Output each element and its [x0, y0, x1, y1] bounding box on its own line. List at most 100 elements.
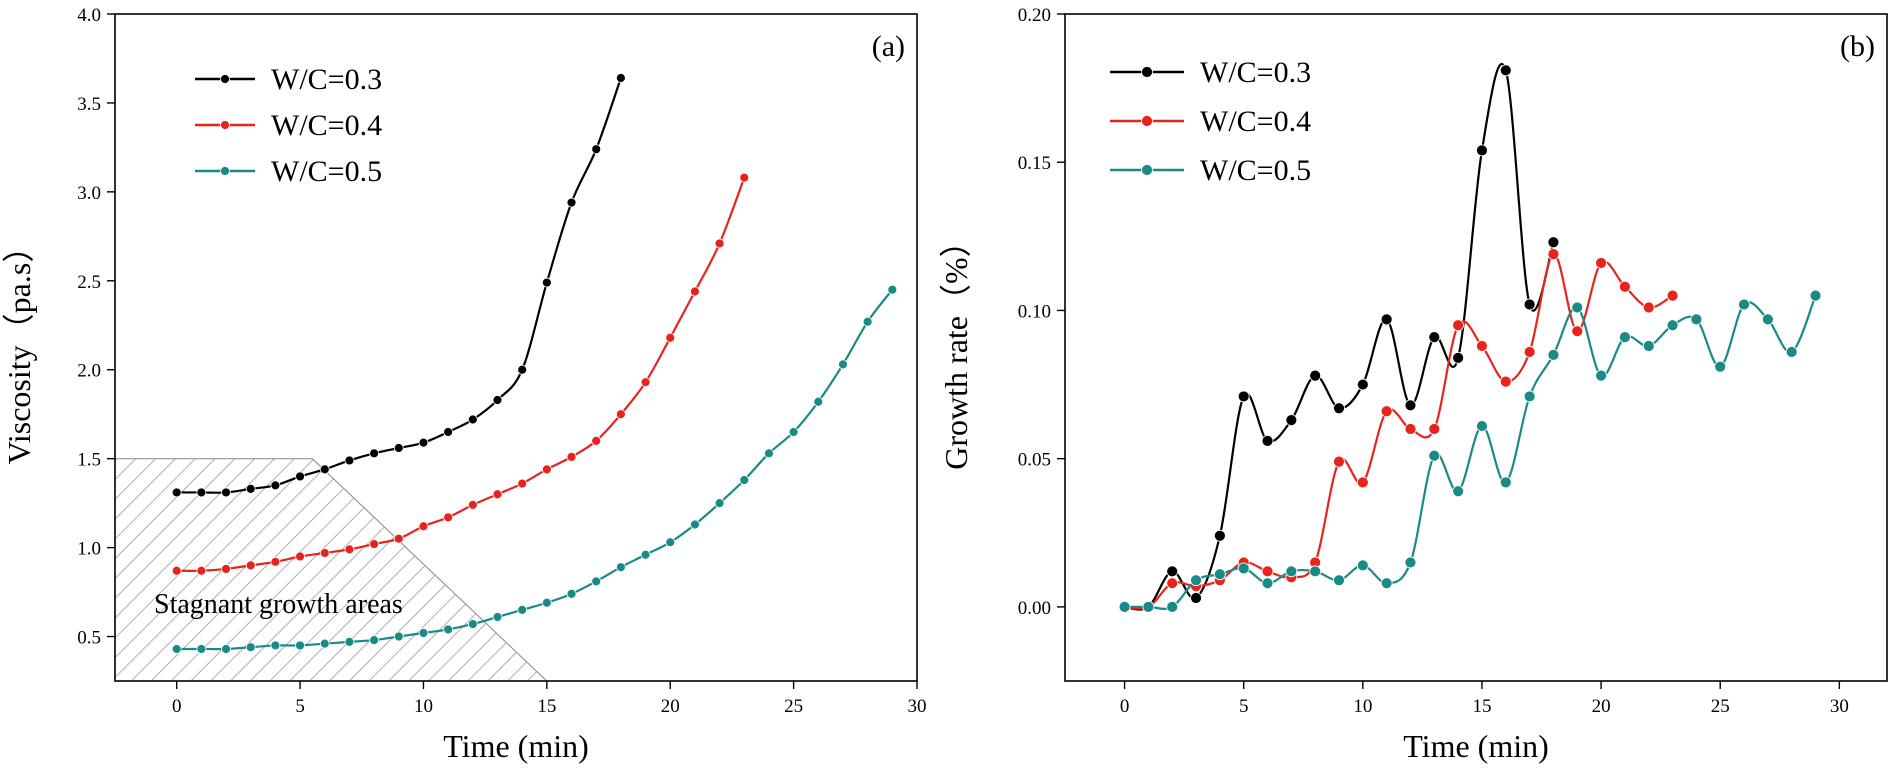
data-point — [714, 238, 725, 249]
data-point — [813, 396, 824, 407]
x-tick-label: 5 — [1239, 696, 1249, 717]
data-point — [566, 451, 577, 462]
data-point — [665, 332, 676, 343]
data-point — [245, 560, 256, 571]
data-point — [566, 197, 577, 208]
plot-frame — [1064, 13, 1888, 682]
data-point — [1476, 144, 1488, 157]
data-point — [245, 484, 256, 494]
data-point — [393, 533, 404, 544]
data-point — [443, 624, 454, 635]
data-point — [270, 556, 281, 567]
data-point — [319, 548, 330, 558]
data-point — [1452, 485, 1465, 498]
series-w-c-0-4 — [1118, 248, 1679, 613]
data-point — [1666, 319, 1679, 332]
data-point — [1476, 340, 1488, 352]
y-tick-label: 3.0 — [77, 183, 101, 204]
data-point — [443, 427, 454, 437]
legend-label: W/C=0.5 — [271, 155, 382, 188]
y-tick-label: 0.5 — [77, 628, 101, 649]
data-point — [665, 537, 676, 548]
y-tick-label: 0.05 — [1018, 450, 1051, 471]
x-tick-label: 20 — [1592, 696, 1611, 717]
x-tick-label: 0 — [1120, 696, 1130, 717]
data-point — [467, 414, 478, 425]
y-axis-label: Viscosity（pa.s） — [1, 231, 37, 465]
data-point — [541, 597, 552, 608]
data-point — [467, 619, 478, 629]
data-point — [171, 565, 182, 576]
data-point — [492, 395, 503, 405]
data-point — [1404, 556, 1417, 569]
data-point — [1571, 301, 1584, 314]
data-point — [1166, 577, 1179, 590]
y-tick-label: 1.0 — [77, 539, 101, 560]
series-w-c-0-4 — [171, 172, 750, 576]
legend-label: W/C=0.3 — [1200, 56, 1311, 89]
x-tick-label: 0 — [172, 696, 182, 717]
data-point — [1690, 313, 1703, 326]
data-point — [591, 144, 602, 155]
data-point — [1380, 405, 1393, 418]
x-tick-label: 25 — [784, 696, 803, 717]
data-point — [196, 487, 207, 498]
legend-label: W/C=0.4 — [1200, 105, 1311, 138]
data-point — [1333, 402, 1345, 415]
data-point — [270, 480, 281, 491]
data-point — [1571, 325, 1584, 338]
x-axis-label: Time (min) — [1403, 728, 1549, 764]
legend: W/C=0.3 W/C=0.4 W/C=0.5 — [1110, 56, 1311, 187]
data-point — [1261, 565, 1274, 578]
data-point — [541, 464, 552, 475]
data-point — [467, 500, 478, 510]
data-point — [344, 544, 355, 555]
x-tick-label: 25 — [1711, 696, 1730, 717]
plot-frame — [114, 13, 918, 682]
data-point — [245, 642, 256, 653]
data-point — [887, 284, 898, 295]
series-w-c-0-5 — [171, 284, 898, 654]
data-point — [1166, 600, 1179, 613]
data-point — [1595, 257, 1607, 269]
data-point — [1714, 360, 1727, 373]
data-point — [1285, 565, 1298, 578]
data-point — [1309, 369, 1322, 382]
y-tick-label: 0.20 — [1018, 5, 1051, 26]
legend-marker — [220, 120, 230, 130]
data-point — [443, 512, 454, 523]
legend-marker — [1141, 66, 1153, 78]
data-point — [270, 640, 281, 651]
data-point — [615, 73, 626, 83]
data-point — [1356, 559, 1369, 572]
data-point — [1499, 64, 1512, 77]
data-point — [221, 644, 231, 654]
data-point — [615, 562, 626, 573]
legend-label: W/C=0.3 — [271, 63, 382, 96]
y-tick-label: 4.0 — [77, 5, 101, 26]
data-point — [1642, 340, 1655, 352]
data-point — [196, 644, 207, 654]
data-point — [517, 604, 528, 615]
data-point — [517, 364, 528, 375]
series-line — [1124, 253, 1674, 610]
x-axis-label: Time (min) — [443, 728, 589, 764]
data-point — [196, 565, 207, 576]
data-point — [1190, 592, 1202, 604]
data-point — [1213, 529, 1226, 542]
data-point — [1404, 423, 1417, 435]
data-point — [1166, 565, 1179, 578]
data-point — [1333, 574, 1345, 587]
x-tick-label: 30 — [1830, 696, 1849, 717]
data-point — [1619, 331, 1631, 344]
legend-marker — [1141, 164, 1153, 176]
data-point — [1428, 331, 1441, 344]
data-point — [690, 286, 700, 297]
data-point — [1237, 562, 1250, 575]
data-point — [1809, 289, 1822, 302]
data-point — [393, 443, 404, 453]
data-point — [393, 631, 404, 642]
series-w-c-0-3 — [1118, 62, 1560, 613]
data-point — [1452, 351, 1465, 364]
